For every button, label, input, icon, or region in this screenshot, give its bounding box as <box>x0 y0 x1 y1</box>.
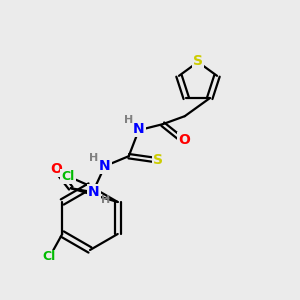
Text: H: H <box>124 115 134 125</box>
Text: N: N <box>133 122 145 136</box>
Text: O: O <box>50 162 62 176</box>
Text: H: H <box>101 195 110 205</box>
Text: S: S <box>153 153 163 167</box>
Text: O: O <box>178 133 190 147</box>
Text: Cl: Cl <box>61 169 75 182</box>
Text: H: H <box>89 153 98 163</box>
Text: N: N <box>99 159 111 173</box>
Text: S: S <box>193 54 203 68</box>
Text: Cl: Cl <box>43 250 56 263</box>
Text: N: N <box>88 185 100 199</box>
